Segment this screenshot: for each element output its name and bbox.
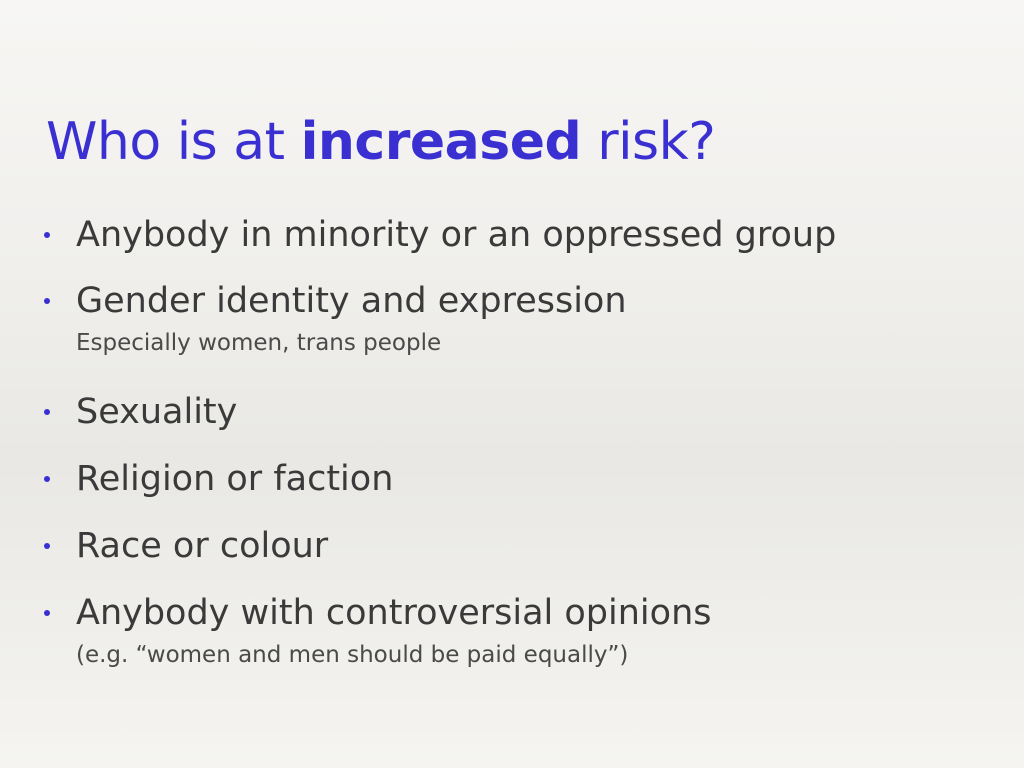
bullet-dot-icon [44, 232, 50, 238]
bullet-dot-icon [44, 298, 50, 304]
bullet-text: Religion or faction [76, 459, 394, 499]
slide-title: Who is at increased risk? [46, 106, 716, 178]
bullet-subtext: Especially women, trans people [76, 330, 442, 356]
bullet-text: Anybody with controversial opinions [76, 593, 712, 633]
title-emphasis: increased [300, 112, 582, 172]
bullet-dot-icon [44, 610, 50, 616]
bullet-dot-icon [44, 543, 50, 549]
bullet-text: Gender identity and expression [76, 281, 627, 321]
bullet-dot-icon [44, 476, 50, 482]
bullet-subtext: (e.g. “women and men should be paid equa… [76, 642, 629, 668]
title-pre: Who is at [46, 112, 301, 172]
title-post: risk? [581, 112, 716, 172]
bullet-dot-icon [44, 409, 50, 415]
bullet-text: Race or colour [76, 526, 329, 566]
bullet-text: Sexuality [76, 392, 238, 432]
bullet-text: Anybody in minority or an oppressed grou… [76, 215, 837, 255]
